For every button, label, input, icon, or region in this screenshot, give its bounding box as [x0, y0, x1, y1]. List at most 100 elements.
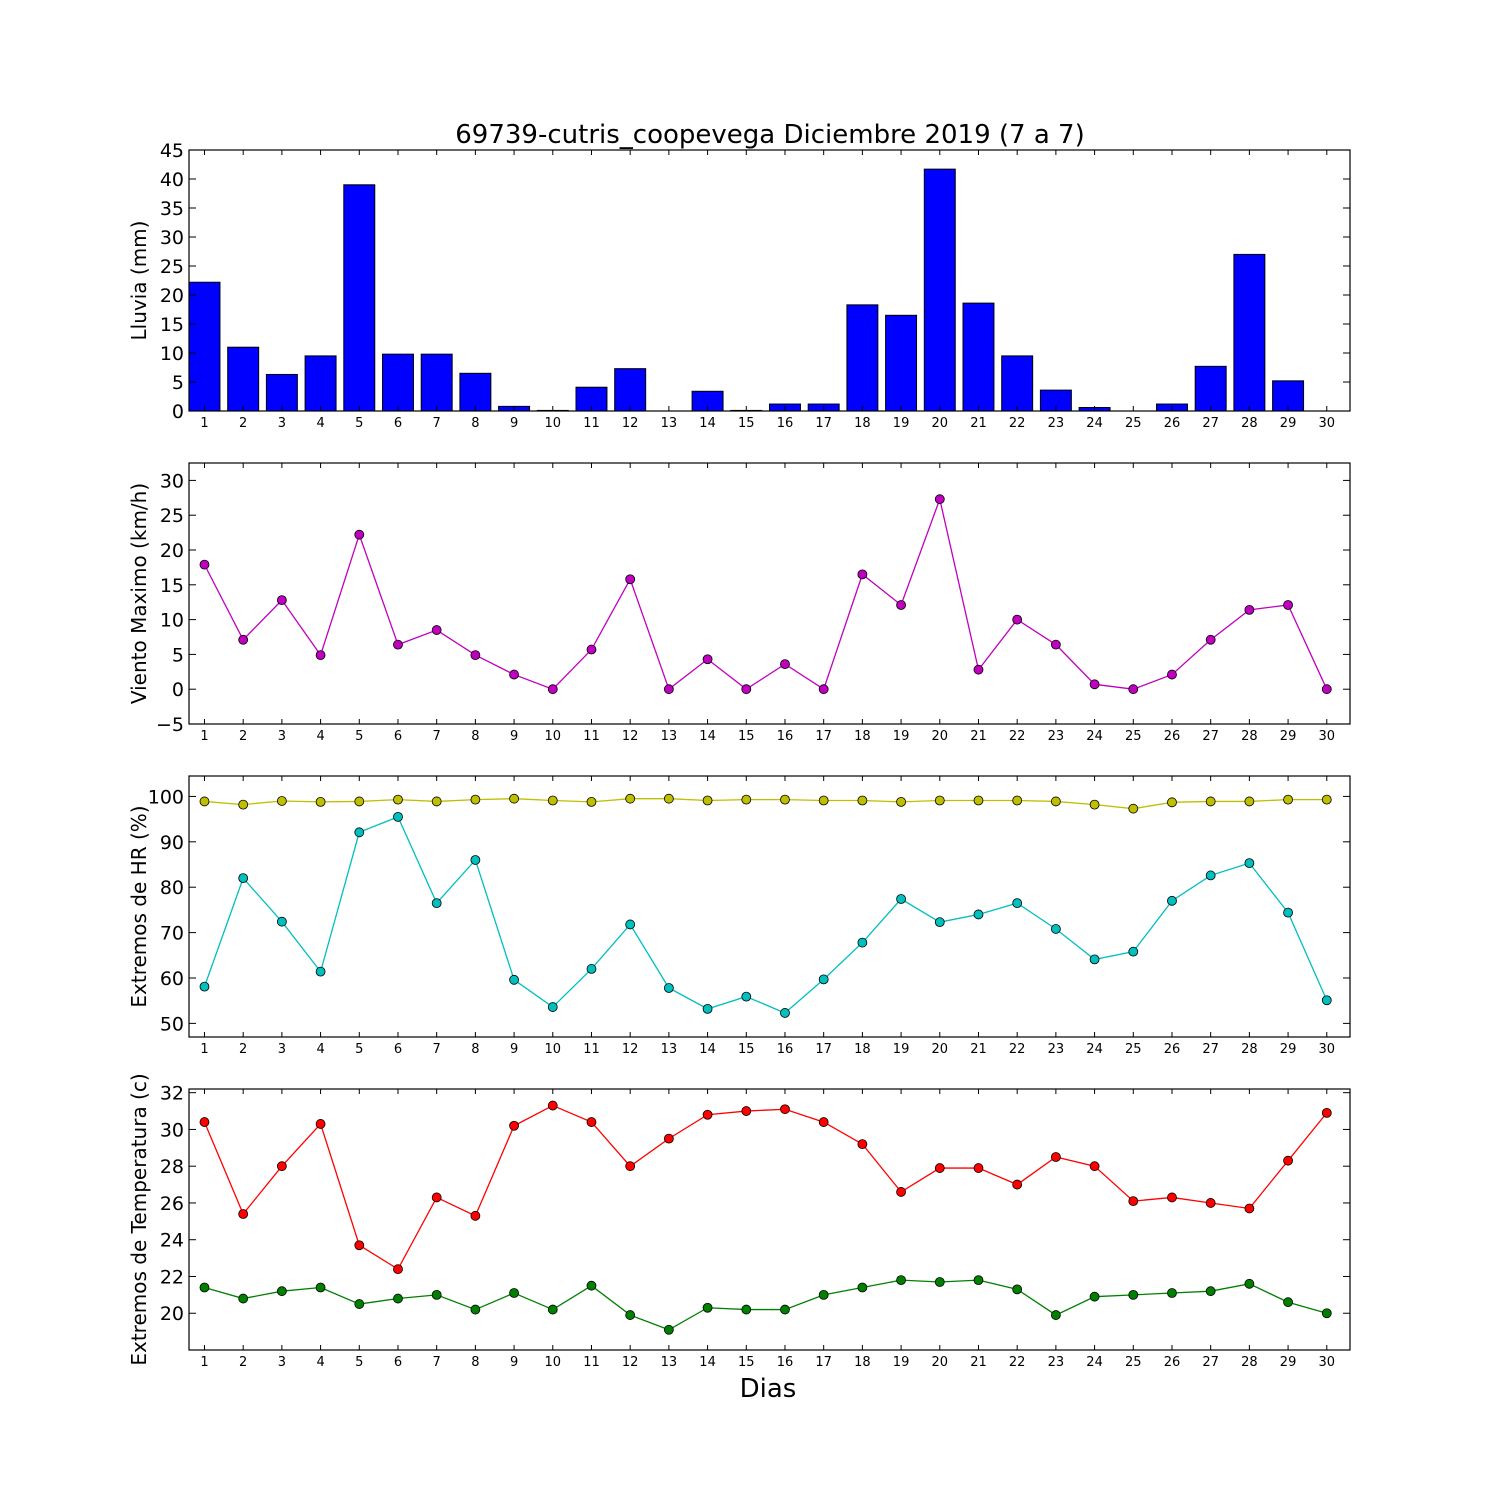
x-tick-label: 30 [1319, 1042, 1336, 1057]
series-2-point-20 [934, 1277, 945, 1287]
series-1-point-22 [1012, 1179, 1023, 1190]
series-2-point-2 [238, 873, 249, 884]
y-tick-label: 20 [160, 540, 184, 562]
x-tick-label: 7 [433, 1042, 441, 1057]
series-2-point-22 [1012, 1284, 1023, 1295]
x-tick-label: 19 [893, 1355, 910, 1370]
x-tick-label: 17 [815, 416, 832, 431]
series-1-point-30 [1321, 684, 1332, 695]
y-tick-label: 15 [160, 314, 184, 336]
y-tick-label: 0 [172, 679, 184, 701]
x-tick-label: 29 [1280, 729, 1297, 744]
y-tick-label: 80 [160, 877, 184, 899]
x-tick-label: 13 [661, 1355, 678, 1370]
series-2-point-18 [857, 937, 868, 948]
x-tick-label: 10 [545, 1355, 562, 1370]
x-tick-label: 21 [970, 729, 987, 744]
series-2-point-23 [1050, 1310, 1061, 1320]
series-2-point-9 [509, 1288, 519, 1298]
x-tick-label: 7 [433, 416, 441, 431]
x-tick-label: 21 [970, 1042, 987, 1057]
x-tick-label: 7 [433, 1355, 441, 1370]
series-1-point-30 [1321, 1107, 1332, 1118]
series-2-point-24 [1089, 1291, 1100, 1302]
x-tick-label: 25 [1125, 1355, 1142, 1370]
series-1-point-12 [625, 1161, 636, 1172]
series-1-point-29 [1283, 600, 1293, 610]
bar-day-22 [1001, 355, 1034, 412]
x-tick-label: 21 [970, 1355, 987, 1370]
series-1-point-12 [625, 574, 636, 585]
chart-panel-3: 1 2 3 4 5 6 7 8 9 10 11 12 13 14 15 16 17 18 19 20 21 22 23 24 2… [127, 775, 1351, 1057]
x-tick-label: 27 [1202, 1355, 1219, 1370]
series-1-point-1 [199, 559, 210, 570]
series-2-point-11 [586, 964, 597, 974]
chart-panel-1: 1 2 3 4 5 6 7 8 9 10 11 12 13 14 15 16 17 18 19 20 21 22 23 24 2… [127, 140, 1351, 431]
x-tick-label: 11 [583, 1042, 600, 1057]
y-tick-label: 20 [160, 1303, 184, 1325]
x-tick-label: 27 [1202, 416, 1219, 431]
x-tick-label: 9 [510, 1355, 518, 1370]
bar-day-21 [962, 302, 995, 412]
chart-panel-2: 1 2 3 4 5 6 7 8 9 10 11 12 13 14 15 16 17 18 19 20 21 22 23 24 2… [127, 462, 1351, 744]
series-2-point-25 [1128, 1289, 1139, 1300]
series-1-point-16 [780, 794, 790, 805]
series-1-point-19 [896, 1187, 906, 1197]
series-2-point-23 [1050, 924, 1061, 934]
series-1-point-22 [1012, 795, 1023, 806]
series-2-point-14 [702, 1302, 713, 1313]
x-tick-label: 10 [545, 729, 562, 744]
x-tick-label: 24 [1086, 1355, 1103, 1370]
series-1-point-6 [393, 794, 403, 805]
x-tick-label: 11 [583, 416, 600, 431]
series-1-point-21 [973, 664, 984, 675]
x-tick-label: 15 [738, 416, 755, 431]
series-1-point-25 [1128, 1196, 1139, 1207]
y-tick-label: 5 [172, 644, 184, 666]
series-2-point-1 [199, 981, 210, 992]
series-1-point-20 [934, 494, 945, 505]
plot-frame [188, 775, 1351, 1038]
x-tick-label: 8 [471, 1355, 479, 1370]
series-1-point-3 [276, 595, 287, 606]
x-tick-label: 22 [1009, 729, 1026, 744]
series-2-point-7 [431, 898, 442, 908]
series-2-point-25 [1128, 946, 1139, 957]
series-1-point-13 [663, 793, 674, 804]
x-tick-label: 19 [893, 1042, 910, 1057]
series-1-point-20 [934, 1163, 945, 1173]
series-2-point-5 [354, 1299, 365, 1309]
series-2-point-5 [354, 827, 365, 838]
series-2-point-18 [857, 1282, 868, 1293]
x-tick-label: 30 [1319, 416, 1336, 431]
series-1-point-11 [586, 1117, 597, 1127]
x-tick-label: 4 [316, 1355, 324, 1370]
x-tick-label: 3 [278, 1042, 286, 1057]
bar-day-7 [420, 353, 453, 412]
x-tick-label: 18 [854, 416, 871, 431]
series-2-point-20 [934, 917, 945, 928]
series-1-point-15 [741, 684, 752, 695]
series-2-point-4 [315, 1282, 326, 1293]
x-tick-label: 6 [394, 729, 402, 744]
x-tick-label: 12 [622, 1355, 639, 1370]
series-1-point-7 [431, 796, 442, 807]
x-tick-label: 8 [471, 1042, 479, 1057]
y-tick-label: 32 [160, 1083, 184, 1105]
series-2-point-28 [1244, 1278, 1255, 1289]
x-tick-label: 6 [394, 1042, 402, 1057]
series-1-point-18 [857, 569, 868, 580]
x-tick-label: 22 [1009, 1355, 1026, 1370]
series-1-point-17 [818, 795, 829, 806]
bar-day-5 [343, 184, 376, 412]
x-tick-label: 18 [854, 1355, 871, 1370]
series-1-point-2 [238, 799, 249, 810]
series-2-point-17 [818, 974, 829, 985]
y-tick-label: 30 [160, 470, 184, 492]
series-2-point-24 [1089, 954, 1100, 965]
y-tick-label: 24 [160, 1230, 184, 1252]
series-1-point-14 [702, 795, 713, 806]
series-2-point-13 [663, 1324, 674, 1335]
y-tick-label: 0 [172, 401, 184, 423]
series-2-point-12 [625, 1310, 636, 1320]
